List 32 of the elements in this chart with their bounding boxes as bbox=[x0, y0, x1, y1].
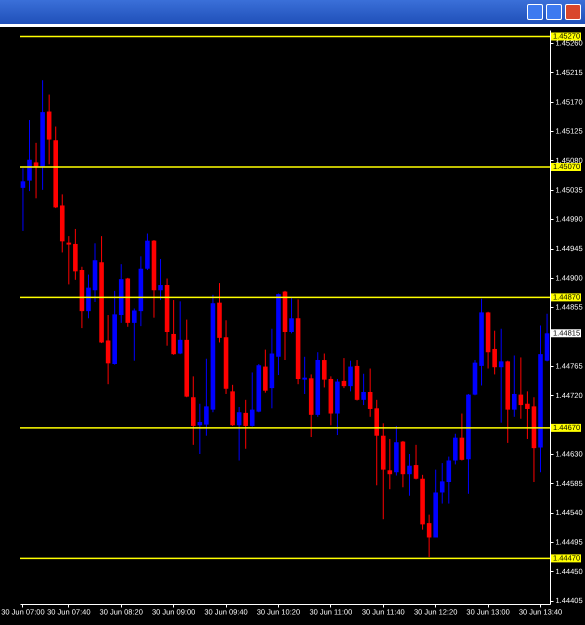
candlestick bbox=[289, 298, 294, 334]
candlestick bbox=[243, 399, 248, 450]
candlestick bbox=[158, 258, 163, 301]
candlestick bbox=[27, 120, 32, 192]
candlestick bbox=[198, 403, 202, 454]
candlestick bbox=[512, 354, 517, 418]
candlestick bbox=[171, 300, 176, 356]
candlestick bbox=[492, 330, 497, 375]
candlestick bbox=[322, 353, 327, 388]
candlestick bbox=[518, 356, 524, 420]
candlestick bbox=[368, 368, 372, 418]
candlestick bbox=[348, 360, 353, 392]
candlestick bbox=[66, 236, 72, 285]
candlestick bbox=[525, 390, 530, 440]
candlestick bbox=[361, 373, 366, 406]
candlestick bbox=[407, 453, 412, 496]
candlestick bbox=[426, 514, 432, 558]
candlestick bbox=[342, 358, 346, 389]
candlestick bbox=[498, 328, 504, 424]
candlestick bbox=[250, 372, 255, 428]
candlestick bbox=[20, 168, 26, 232]
candlestick bbox=[414, 444, 418, 480]
candlestick bbox=[446, 456, 452, 504]
candlestick bbox=[236, 406, 242, 461]
candlestick bbox=[302, 356, 307, 394]
candlestick bbox=[440, 462, 445, 504]
candlestick bbox=[204, 358, 209, 436]
candlestick bbox=[178, 300, 182, 355]
candlestick bbox=[453, 433, 458, 465]
candlestick bbox=[132, 308, 137, 362]
candlestick bbox=[460, 413, 464, 461]
candlestick bbox=[106, 314, 110, 385]
